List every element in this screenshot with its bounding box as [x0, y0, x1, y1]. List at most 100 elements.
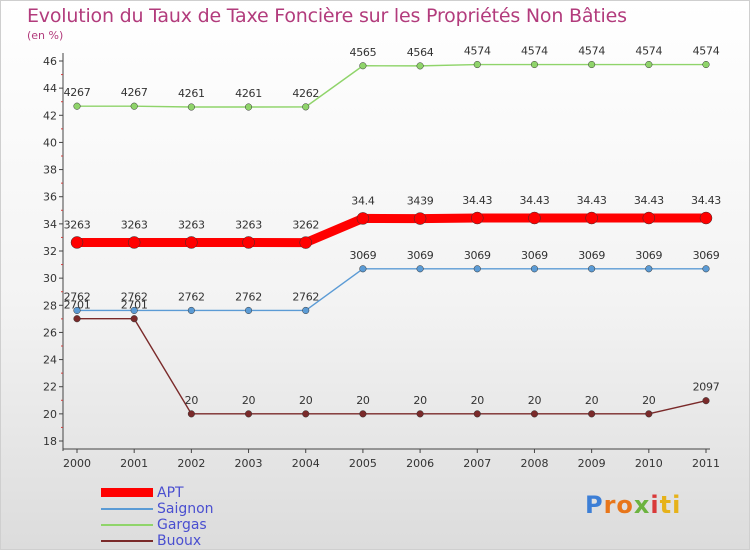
data-point-gargas [588, 60, 596, 69]
x-tick-label: 2011 [692, 457, 720, 470]
data-point-gargas [473, 60, 481, 69]
data-point-gargas [187, 103, 195, 111]
data-point-gargas [416, 62, 424, 70]
data-point-gargas [530, 60, 539, 69]
data-label-saignon: 2762 [235, 290, 262, 303]
y-tick-label: 44 [43, 82, 57, 95]
x-tick-label: 2002 [177, 457, 205, 470]
data-point-apt [185, 236, 198, 249]
data-label-saignon: 3069 [521, 249, 548, 262]
data-label-apt: 34.4 [351, 194, 375, 207]
x-tick-label: 2008 [520, 457, 548, 470]
data-label-gargas: 4261 [178, 87, 205, 100]
y-tick-label: 18 [43, 435, 57, 448]
data-label-gargas: 4565 [350, 46, 377, 59]
data-point-apt [356, 212, 370, 225]
legend-swatch-apt [101, 488, 153, 497]
data-point-saignon [187, 306, 195, 314]
data-point-buoux [73, 315, 81, 323]
data-point-apt [413, 212, 427, 225]
data-point-saignon [473, 265, 481, 273]
data-point-buoux [473, 410, 481, 418]
data-label-apt: 3263 [64, 218, 91, 231]
data-point-apt [70, 236, 84, 249]
data-label-gargas: 4262 [292, 87, 319, 100]
data-label-apt: 3262 [292, 219, 319, 232]
data-label-gargas: 4574 [521, 45, 548, 58]
data-point-saignon [645, 265, 653, 273]
proxiti-logo: Proxiti [585, 491, 682, 519]
data-point-buoux [244, 410, 253, 418]
data-label-buoux: 2701 [121, 299, 148, 312]
data-label-gargas: 4574 [578, 45, 605, 58]
data-point-gargas [302, 103, 310, 111]
data-label-saignon: 3069 [407, 249, 434, 262]
data-point-apt [127, 236, 141, 249]
data-label-gargas: 4267 [64, 86, 91, 99]
data-point-buoux [588, 410, 596, 418]
y-tick-label: 26 [43, 326, 57, 339]
data-label-apt: 34.43 [577, 194, 607, 207]
legend-item-apt: APT [101, 485, 261, 501]
x-tick-label: 2010 [635, 457, 663, 470]
data-point-buoux [187, 410, 195, 418]
data-point-gargas [702, 60, 710, 69]
y-tick-label: 34 [43, 218, 57, 231]
data-label-apt: 3439 [407, 195, 434, 208]
series-line-gargas [76, 63, 707, 108]
unit-label: (en %) [27, 29, 64, 42]
data-label-apt: 34.43 [519, 194, 549, 207]
x-tick-label: 2007 [463, 457, 491, 470]
data-point-saignon [244, 306, 253, 314]
legend-label-gargas: Gargas [157, 517, 207, 533]
data-label-gargas: 4574 [693, 45, 720, 58]
series-line-saignon [76, 268, 707, 312]
data-label-apt: 34.43 [634, 194, 664, 207]
data-label-apt: 3263 [178, 218, 205, 231]
data-label-gargas: 4574 [635, 45, 662, 58]
chart-title: Evolution du Taux de Taxe Foncière sur l… [27, 5, 627, 27]
data-label-buoux: 20 [185, 394, 199, 407]
y-tick-label: 22 [43, 381, 57, 394]
x-tick-label: 2006 [406, 457, 434, 470]
y-tick-label: 42 [43, 109, 57, 122]
x-tick-label: 2003 [235, 457, 263, 470]
data-point-apt [299, 236, 312, 249]
data-point-buoux [130, 315, 138, 323]
data-point-gargas [130, 102, 138, 110]
data-label-saignon: 3069 [578, 249, 605, 262]
data-point-saignon [130, 306, 138, 314]
legend-item-buoux: Buoux [101, 533, 261, 549]
y-tick-label: 32 [43, 245, 57, 258]
x-tick-label: 2005 [349, 457, 377, 470]
data-point-buoux [702, 397, 710, 405]
data-label-gargas: 4261 [235, 87, 262, 100]
data-label-saignon: 2762 [292, 290, 319, 303]
data-point-gargas [645, 60, 653, 69]
data-point-apt [242, 236, 255, 249]
data-label-buoux: 20 [528, 394, 542, 407]
data-point-buoux [302, 410, 310, 418]
x-tick-label: 2001 [120, 457, 148, 470]
legend-label-apt: APT [157, 485, 184, 501]
data-point-saignon [588, 265, 596, 273]
legend-label-buoux: Buoux [157, 533, 202, 549]
data-point-gargas [244, 103, 253, 111]
data-point-gargas [359, 62, 367, 70]
data-label-gargas: 4564 [407, 46, 434, 59]
legend-swatch-saignon [101, 508, 153, 510]
data-point-gargas [73, 102, 81, 110]
y-tick-label: 36 [43, 191, 57, 204]
data-point-buoux [645, 410, 653, 418]
x-tick-label: 2009 [578, 457, 606, 470]
data-point-saignon [702, 265, 710, 273]
data-label-buoux: 20 [642, 394, 656, 407]
data-label-saignon: 2762 [64, 290, 91, 303]
data-label-saignon: 3069 [350, 249, 377, 262]
legend-swatch-buoux [101, 540, 153, 542]
data-label-buoux: 20 [242, 394, 256, 407]
data-label-apt: 34.43 [462, 194, 492, 207]
data-point-buoux [359, 410, 367, 418]
y-tick-label: 40 [43, 136, 57, 149]
